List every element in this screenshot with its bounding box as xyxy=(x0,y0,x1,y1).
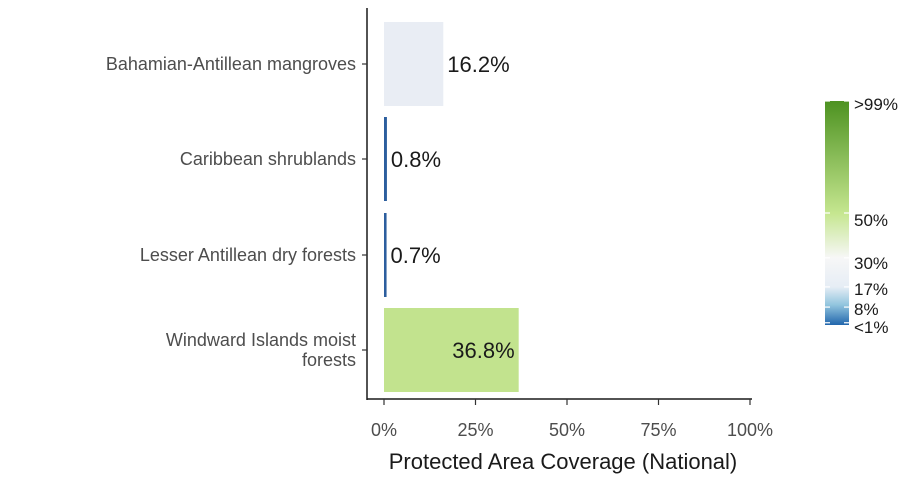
data-label: 0.8% xyxy=(391,147,441,172)
x-tick-label: 100% xyxy=(727,420,773,440)
legend-label: >99% xyxy=(854,95,898,114)
bar-1 xyxy=(384,117,387,201)
bar-0 xyxy=(384,22,444,106)
legend-label: 17% xyxy=(854,280,888,299)
data-label: 16.2% xyxy=(447,52,509,77)
legend-label: 8% xyxy=(854,300,879,319)
category-label: Lesser Antillean dry forests xyxy=(140,245,356,265)
legend-label: 50% xyxy=(854,211,888,230)
x-tick-label: 75% xyxy=(640,420,676,440)
data-label: 0.7% xyxy=(391,243,441,268)
category-label: forests xyxy=(302,350,356,370)
plot-area: Bahamian-Antillean mangroves 16.2% Caribbe… xyxy=(106,8,773,474)
x-axis-title: Protected Area Coverage (National) xyxy=(389,449,738,474)
x-tick-label: 0% xyxy=(371,420,397,440)
x-tick-label: 50% xyxy=(549,420,585,440)
colorbar-legend: >99% 50% 30% 17%8%<1% xyxy=(825,95,898,337)
bar-3 xyxy=(384,308,519,392)
legend-label: <1% xyxy=(854,318,889,337)
data-label: 36.8% xyxy=(452,338,514,363)
category-label: Bahamian-Antillean mangroves xyxy=(106,54,356,74)
category-label: Windward Islands moist xyxy=(166,330,356,350)
x-tick-label: 25% xyxy=(457,420,493,440)
bar-2 xyxy=(384,213,387,297)
legend-label: 30% xyxy=(854,254,888,273)
category-label: Caribbean shrublands xyxy=(180,149,356,169)
